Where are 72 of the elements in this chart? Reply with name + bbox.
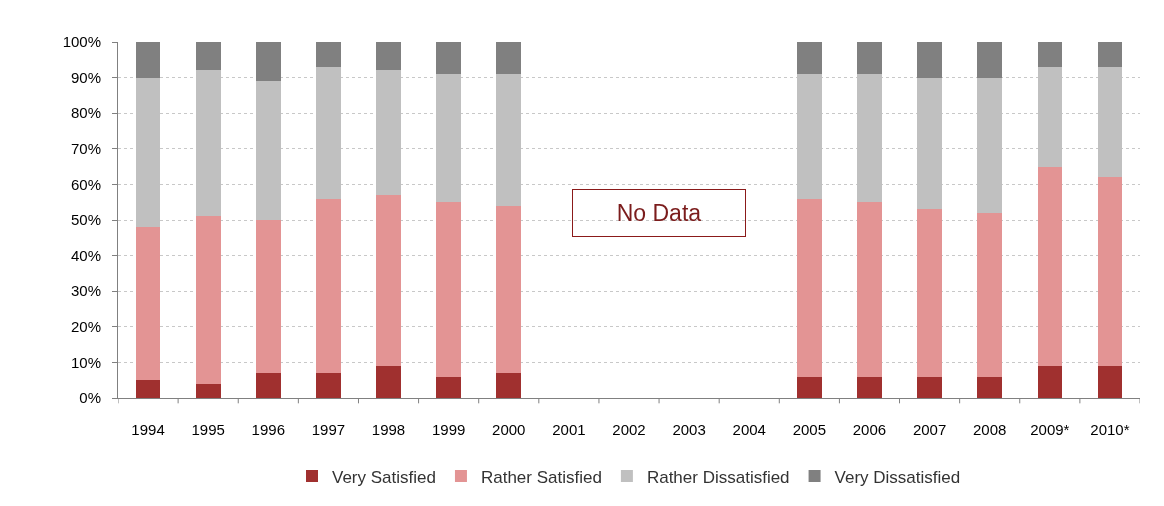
bar bbox=[857, 202, 882, 377]
bar bbox=[436, 376, 461, 398]
bar bbox=[255, 42, 281, 82]
bar bbox=[135, 380, 161, 398]
bar bbox=[797, 42, 822, 75]
bar bbox=[977, 42, 1003, 78]
bar bbox=[316, 198, 341, 374]
x-tick-label: 2005 bbox=[792, 421, 827, 438]
bar bbox=[195, 216, 221, 384]
bar bbox=[436, 42, 461, 75]
bar bbox=[255, 220, 281, 374]
bar bbox=[496, 205, 522, 374]
bar bbox=[195, 383, 221, 398]
x-tick-label: 1996 bbox=[251, 421, 285, 438]
x-tick-label: 2000 bbox=[492, 421, 526, 438]
x-tick-label: 2007 bbox=[912, 421, 947, 438]
bar bbox=[376, 365, 401, 398]
x-tick-label: 2008 bbox=[973, 421, 1007, 438]
bar bbox=[857, 376, 882, 398]
x-tick-label: 1999 bbox=[431, 421, 466, 438]
x-tick-label: 2002 bbox=[612, 421, 646, 438]
bar bbox=[917, 42, 942, 78]
bar bbox=[797, 376, 822, 398]
bar bbox=[376, 195, 401, 366]
y-tick-label: 20% bbox=[70, 318, 101, 336]
y-tick-label: 0% bbox=[79, 389, 101, 407]
x-tick-label: 1995 bbox=[191, 421, 225, 438]
bar bbox=[135, 227, 161, 381]
y-tick-label: 10% bbox=[70, 353, 101, 371]
bar bbox=[1037, 42, 1063, 67]
bar bbox=[797, 198, 822, 377]
x-tick-label: 2001 bbox=[552, 421, 586, 438]
bar bbox=[135, 42, 161, 78]
bar bbox=[917, 376, 942, 398]
y-tick-label: 30% bbox=[70, 282, 101, 300]
bar bbox=[1097, 42, 1123, 67]
bar bbox=[977, 212, 1003, 377]
bar bbox=[496, 42, 522, 75]
legend-label: Very Satisfied bbox=[332, 467, 436, 487]
bar bbox=[977, 376, 1003, 398]
x-tick-label: 2006 bbox=[852, 421, 887, 438]
x-tick-label: 2010* bbox=[1090, 421, 1130, 438]
bar bbox=[195, 42, 221, 71]
y-tick-label: 60% bbox=[70, 175, 101, 193]
y-tick-label: 90% bbox=[70, 68, 101, 86]
annotation: No Data bbox=[616, 200, 702, 226]
x-tick-label: 2003 bbox=[672, 421, 706, 438]
y-tick-label: 50% bbox=[70, 211, 101, 229]
bar bbox=[1037, 166, 1063, 366]
bar bbox=[436, 202, 461, 377]
bar bbox=[857, 42, 882, 75]
y-tick-label: 40% bbox=[70, 246, 101, 264]
bar bbox=[1097, 365, 1123, 398]
bar bbox=[255, 373, 281, 398]
bar bbox=[316, 373, 341, 398]
bar bbox=[917, 209, 942, 377]
x-tick-label: 1994 bbox=[131, 421, 165, 438]
bar bbox=[1037, 365, 1063, 398]
bar bbox=[376, 42, 401, 71]
x-tick-label: 2004 bbox=[732, 421, 766, 438]
x-tick-label: 2009* bbox=[1030, 421, 1070, 438]
bar bbox=[316, 42, 341, 67]
y-tick-label: 100% bbox=[62, 33, 101, 51]
x-tick-label: 1997 bbox=[311, 421, 346, 438]
x-tick-label: 1998 bbox=[371, 421, 406, 438]
bar bbox=[496, 373, 522, 398]
legend-label: Very Dissatisfied bbox=[834, 467, 961, 487]
bar bbox=[1097, 177, 1123, 366]
legend-label: Rather Satisfied bbox=[480, 467, 602, 487]
y-tick-label: 80% bbox=[70, 104, 101, 122]
y-tick-label: 70% bbox=[70, 140, 101, 158]
legend-label: Rather Dissatisfied bbox=[646, 467, 790, 487]
